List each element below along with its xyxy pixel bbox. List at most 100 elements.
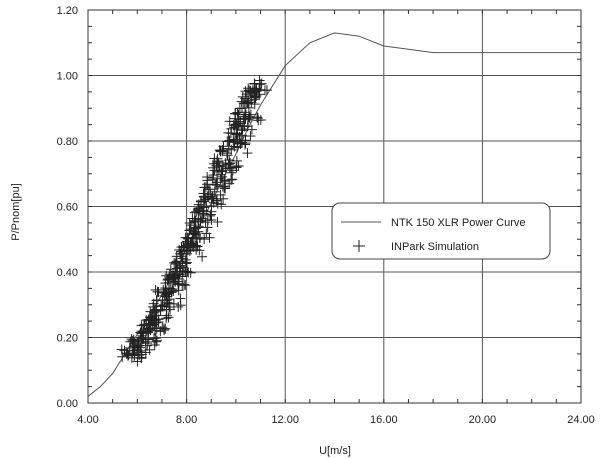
scatter-point xyxy=(187,213,198,224)
scatter-point xyxy=(204,232,215,243)
y-tick-label: 0.60 xyxy=(57,202,78,214)
scatter-point xyxy=(233,160,244,171)
x-tick-label: 8.00 xyxy=(176,414,197,426)
legend-box xyxy=(331,202,551,260)
scatter-point xyxy=(136,349,147,360)
scatter-point xyxy=(158,323,169,334)
scatter-point xyxy=(190,240,201,251)
scatter-point xyxy=(204,184,215,195)
scatter-point xyxy=(151,316,162,327)
scatter-point xyxy=(181,236,192,247)
scatter-point xyxy=(224,135,235,146)
scatter-point xyxy=(259,85,270,96)
scatter-point xyxy=(141,324,152,335)
y-tick-label: 1.00 xyxy=(57,71,78,83)
scatter-point xyxy=(215,189,226,200)
scatter-point xyxy=(152,286,163,297)
scatter-point xyxy=(161,270,172,281)
scatter-point xyxy=(252,112,263,123)
scatter-point xyxy=(126,352,137,363)
scatter-point xyxy=(161,313,172,324)
plot-frame xyxy=(87,9,582,404)
scatter-point xyxy=(177,253,188,264)
scatter-point xyxy=(211,157,222,168)
scatter-point xyxy=(229,134,240,145)
legend-marker-swatch xyxy=(353,240,365,252)
y-tick-label: 0.40 xyxy=(57,267,78,279)
scatter-point xyxy=(194,203,205,214)
scatter-point xyxy=(141,315,152,326)
scatter-point xyxy=(202,222,213,233)
scatter-point xyxy=(194,232,205,243)
scatter-point xyxy=(144,344,155,355)
scatter-point xyxy=(134,350,145,361)
scatter-point xyxy=(211,195,222,206)
scatter-point xyxy=(175,262,186,273)
scatter-point xyxy=(228,135,239,146)
x-tick-label: 24.00 xyxy=(567,414,595,426)
scatter-point xyxy=(231,155,242,166)
scatter-point xyxy=(197,251,208,262)
scatter-point xyxy=(220,181,231,192)
scatter-point xyxy=(238,120,249,131)
scatter-point xyxy=(222,150,233,161)
scatter-point xyxy=(243,114,254,125)
scatter-point xyxy=(166,287,177,298)
scatter-point xyxy=(148,301,159,312)
y-tick-label: 0.80 xyxy=(57,136,78,148)
scatter-point xyxy=(175,293,186,304)
y-tick-label: 1.20 xyxy=(57,5,78,17)
scatter-point xyxy=(231,161,242,172)
scatter-point xyxy=(206,214,217,225)
scatter-point xyxy=(149,325,160,336)
scatter-point xyxy=(192,241,203,252)
scatter-point xyxy=(181,242,192,253)
scatter-point xyxy=(199,182,210,193)
scatter-point xyxy=(209,186,220,197)
scatter-point xyxy=(196,213,207,224)
tick-labels: 4.00 8.00 12.00 16.00 20.00 24.00 0.00 0.20 0.40… xyxy=(57,5,595,426)
scatter-point xyxy=(212,166,223,177)
scatter-point xyxy=(116,344,127,355)
scatter-point xyxy=(180,280,191,291)
scatter-point xyxy=(230,108,241,119)
scatter-point xyxy=(150,284,161,295)
scatter-point xyxy=(135,342,146,353)
scatter-point xyxy=(142,338,153,349)
scatter-point xyxy=(165,264,176,275)
x-axis-label: U[m/s] xyxy=(319,445,351,457)
scatter-point xyxy=(202,172,213,183)
scatter-point xyxy=(251,83,262,94)
scatter-point xyxy=(183,267,194,278)
scatter-point xyxy=(163,312,174,323)
scatter-point xyxy=(150,315,161,326)
scatter-point xyxy=(222,136,233,147)
scatter-point xyxy=(151,336,162,347)
scatter-point xyxy=(119,345,130,356)
scatter-point xyxy=(149,319,160,330)
scatter-point xyxy=(179,279,190,290)
legend-label-power-curve: NTK 150 XLR Power Curve xyxy=(391,217,526,229)
scatter-point xyxy=(135,327,146,338)
scatter-point xyxy=(240,113,251,124)
x-tick-label: 4.00 xyxy=(77,414,98,426)
scatter-point xyxy=(172,268,183,279)
series-line-power-curve xyxy=(87,32,581,397)
x-tick-label: 12.00 xyxy=(271,414,299,426)
scatter-point xyxy=(205,210,216,221)
scatter-point xyxy=(208,162,219,173)
scatter-point xyxy=(200,217,211,228)
scatter-point xyxy=(237,91,248,102)
scatter-point xyxy=(151,335,162,346)
scatter-point xyxy=(155,305,166,316)
y-tick-label: 0.20 xyxy=(57,333,78,345)
scatter-point xyxy=(169,257,180,268)
scatter-point xyxy=(180,237,191,248)
scatter-point xyxy=(252,113,263,124)
legend-label-simulation: INPark Simulation xyxy=(391,241,479,253)
series-scatter-simulation xyxy=(116,75,272,367)
scatter-point xyxy=(254,75,265,86)
scatter-point xyxy=(173,285,184,296)
scatter-point xyxy=(227,174,238,185)
